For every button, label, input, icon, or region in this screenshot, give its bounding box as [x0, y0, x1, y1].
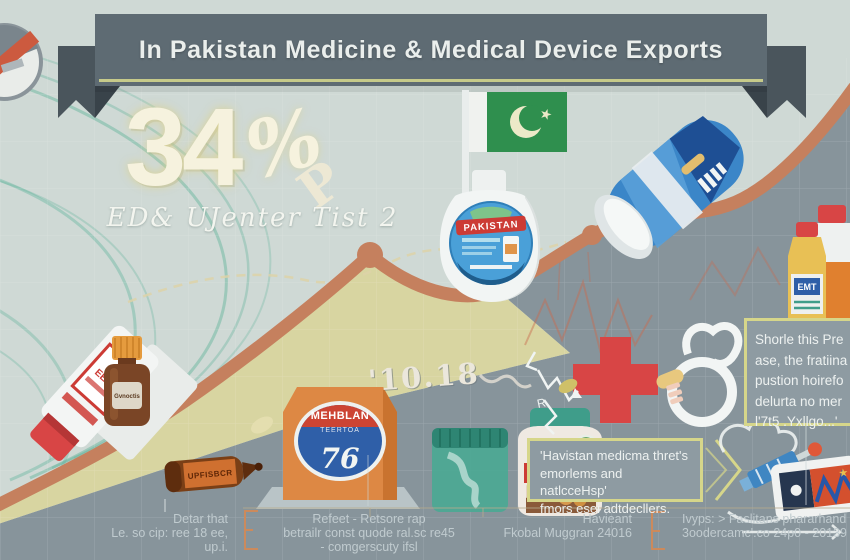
svg-text:Gvnoctis: Gvnoctis [114, 394, 140, 400]
data-point-marker [357, 242, 383, 268]
no-smoking-icon [0, 23, 43, 101]
svg-text:★: ★ [538, 104, 555, 123]
zigzag-chart-doodle [524, 245, 781, 354]
letter-doodle: R [536, 395, 548, 411]
pakistan-flag-icon: ★ [462, 90, 567, 212]
arrow-doodles [525, 351, 582, 435]
svg-text:MEHBLAN: MEHBLAN [311, 410, 370, 422]
footer-rules [164, 425, 850, 550]
pill-cylinder [594, 116, 744, 259]
title-ribbon [58, 14, 806, 118]
svg-text:EMT: EMT [798, 282, 818, 292]
svg-text:★: ★ [838, 467, 849, 480]
stethoscope-icon [656, 322, 743, 427]
product-pouch: MEHBLAN TEERTOA 76 [251, 387, 420, 509]
medicine-bottle-blue-label: PAKISTAN [439, 170, 541, 302]
first-aid-card-icon: ★ [770, 455, 850, 520]
ampoule: UPFISBCR [164, 456, 263, 493]
supplement-bottle: I-AP NORY [518, 408, 602, 516]
teal-jar [432, 428, 508, 512]
svg-text:PAKISTAN: PAKISTAN [463, 219, 519, 234]
medical-cross-icon [573, 337, 658, 423]
year-squiggle [478, 374, 532, 389]
svg-text:UPFISBCR: UPFISBCR [187, 468, 233, 481]
data-point-marker [582, 225, 602, 245]
svg-text:TEERTOA: TEERTOA [320, 427, 360, 434]
brown-medicine-bottle: Gvnoctis [104, 336, 150, 426]
svg-text:I-AP NORY: I-AP NORY [532, 468, 590, 480]
emt-bottles: EMT [788, 205, 850, 345]
svg-text:76: 76 [321, 442, 360, 475]
